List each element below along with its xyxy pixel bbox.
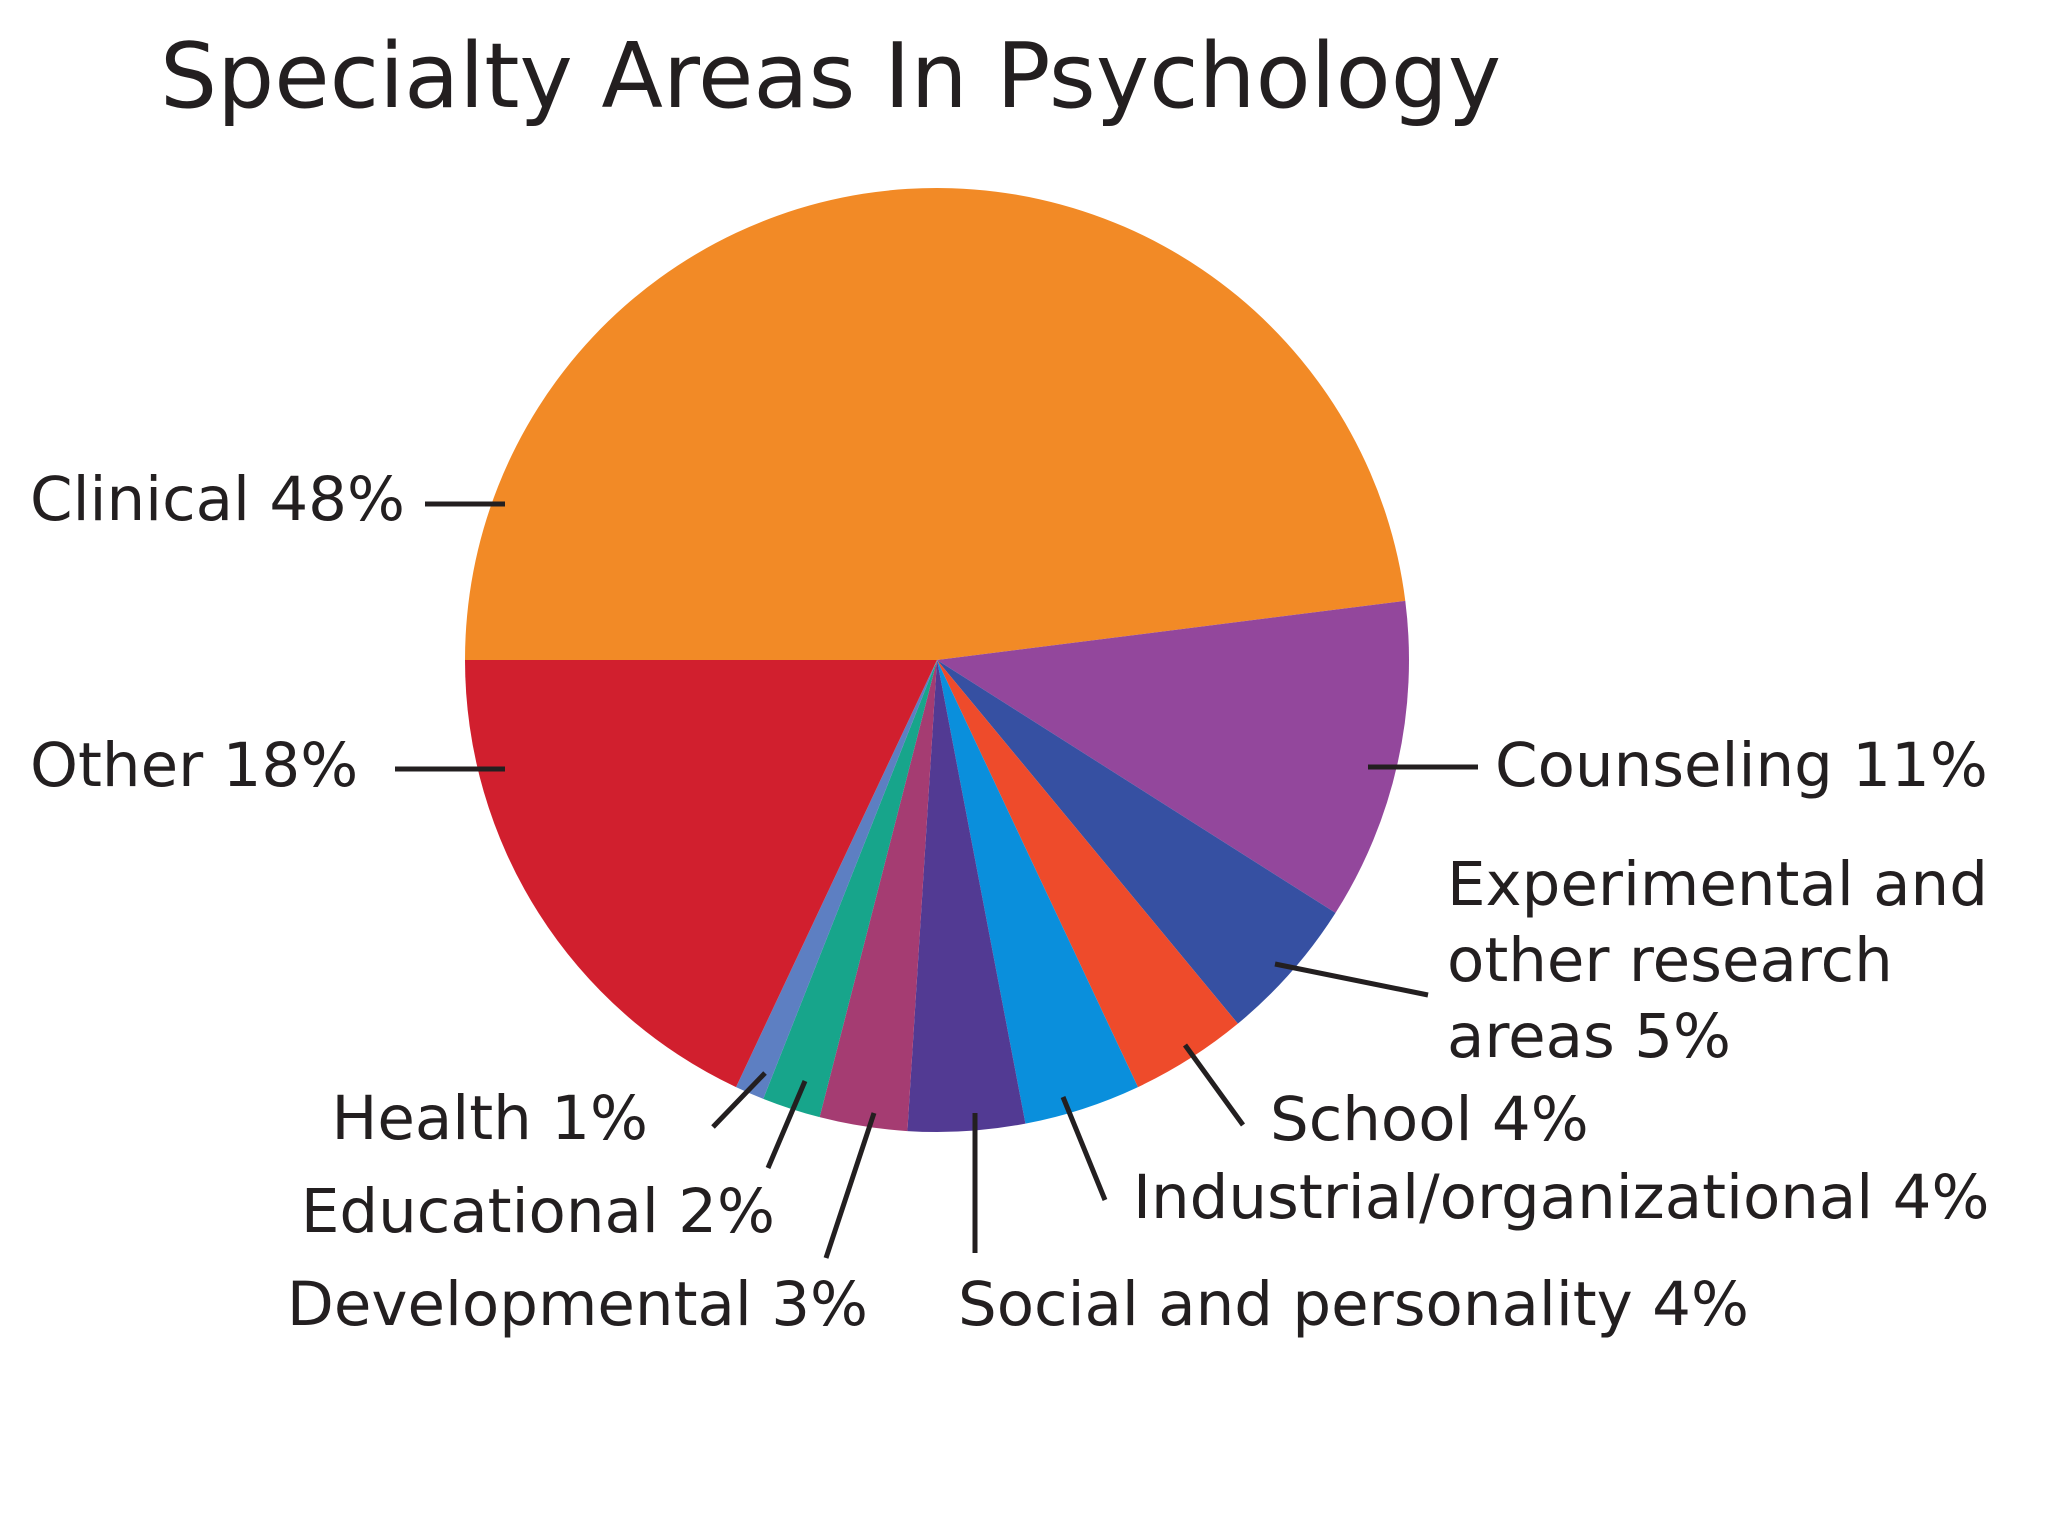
slice-label-social-and-personality: Social and personality 4% [958,1269,1749,1340]
chart-title: Specialty Areas In Psychology [160,24,1501,129]
slice-label-line: Educational 2% [301,1176,775,1247]
slice-label-line: Social and personality 4% [958,1269,1749,1340]
slice-label-line: Industrial/organizational 4% [1133,1162,1989,1233]
leader-line-developmental [823,1112,877,1259]
slice-label-educational: Educational 2% [301,1176,775,1247]
pie-slice-school [937,660,1238,1088]
slice-label-line: other research [1447,925,1893,996]
pie-slice-health [736,660,937,1099]
slice-label-health: Health 1% [332,1083,648,1154]
slice-label-school: School 4% [1270,1084,1589,1155]
leader-line-educational [765,1080,808,1169]
slice-label-other: Other 18% [30,730,358,801]
slice-label-counseling: Counseling 11% [1495,730,1988,801]
slice-label-industrial-organizational: Industrial/organizational 4% [1133,1162,1989,1233]
pie-slice-educational [763,660,937,1118]
leader-line-school [1182,1043,1246,1127]
pie-slice-other [464,660,937,1088]
pie-slice-experimental-and-other-research-areas [937,660,1336,1024]
slice-label-line: Health 1% [332,1083,648,1154]
leader-line-industrial-organizational [1060,1096,1108,1201]
slice-label-experimental-and-other-research-areas: Experimental and other research areas 5% [1447,849,1988,1072]
leader-line-experimental-and-other-research-areas [1274,961,1429,998]
pie-slices [464,187,1410,1133]
pie-slice-social-and-personality [907,660,1026,1133]
slice-label-clinical: Clinical 48% [30,464,405,535]
slice-label-line: School 4% [1270,1084,1589,1155]
slice-label-line: Developmental 3% [287,1269,868,1340]
pie-slice-clinical [464,187,1406,660]
slice-label-line: Counseling 11% [1495,730,1988,801]
pie-slice-developmental [819,660,937,1132]
leader-lines [395,501,1478,1259]
slice-label-line: Other 18% [30,730,358,801]
leader-line-health [711,1071,767,1129]
slice-label-developmental: Developmental 3% [287,1269,868,1340]
slice-labels: Clinical 48% Counseling 11% Experimental a… [30,464,1989,1340]
slice-label-line: Experimental and [1447,849,1988,920]
slice-label-line: Clinical 48% [30,464,405,535]
slice-label-line: areas 5% [1447,1001,1731,1072]
pie-slice-industrial-organizational [937,660,1138,1124]
pie-slice-counseling [937,600,1410,913]
